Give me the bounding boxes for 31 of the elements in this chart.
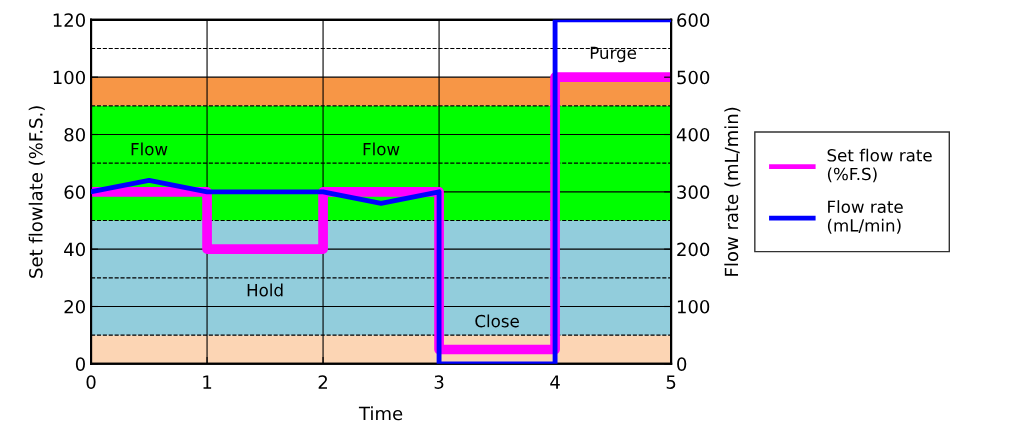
annotation: Purge bbox=[590, 46, 637, 63]
y-axis-title: Set flowlate (%F.S.) bbox=[28, 106, 45, 278]
annotation: Flow bbox=[131, 142, 168, 156]
legend-label: Flow rate (mL/min) bbox=[827, 200, 903, 234]
y2-tick-label: 500 bbox=[677, 70, 710, 85]
annotation: Flow bbox=[363, 142, 400, 156]
y-tick-label: 100 bbox=[53, 70, 85, 85]
y2-tick-label: 100 bbox=[677, 299, 710, 314]
x-tick-label: 3 bbox=[434, 375, 444, 389]
line-series bbox=[91, 19, 672, 364]
x-axis-title: Time bbox=[358, 406, 403, 421]
legend-label: Set flow rate (%F.S) bbox=[827, 148, 932, 183]
y-tick-label: 40 bbox=[64, 242, 85, 257]
y2-axis-title: Flow rate (mL/min) bbox=[724, 107, 741, 276]
y-tick-label: 60 bbox=[64, 185, 85, 199]
x-tick-label: 5 bbox=[666, 375, 676, 389]
y-tick-label: 0 bbox=[75, 357, 85, 371]
y-tick-label: 80 bbox=[64, 127, 85, 142]
x-tick-label: 4 bbox=[550, 375, 560, 389]
y2-tick-label: 300 bbox=[677, 185, 710, 199]
annotation: Hold bbox=[247, 283, 283, 297]
x-tick-label: 0 bbox=[86, 375, 96, 389]
y-tick-label: 120 bbox=[53, 13, 85, 27]
y2-tick-label: 600 bbox=[677, 13, 710, 27]
y2-tick-label: 400 bbox=[676, 127, 710, 142]
y2-tick-label: 0 bbox=[677, 357, 687, 371]
y2-tick-label: 200 bbox=[677, 242, 710, 257]
y-tick-label: 20 bbox=[64, 299, 85, 314]
x-tick-label: 1 bbox=[203, 375, 212, 389]
annotation: Close bbox=[475, 314, 519, 328]
x-tick-label: 2 bbox=[318, 375, 327, 389]
